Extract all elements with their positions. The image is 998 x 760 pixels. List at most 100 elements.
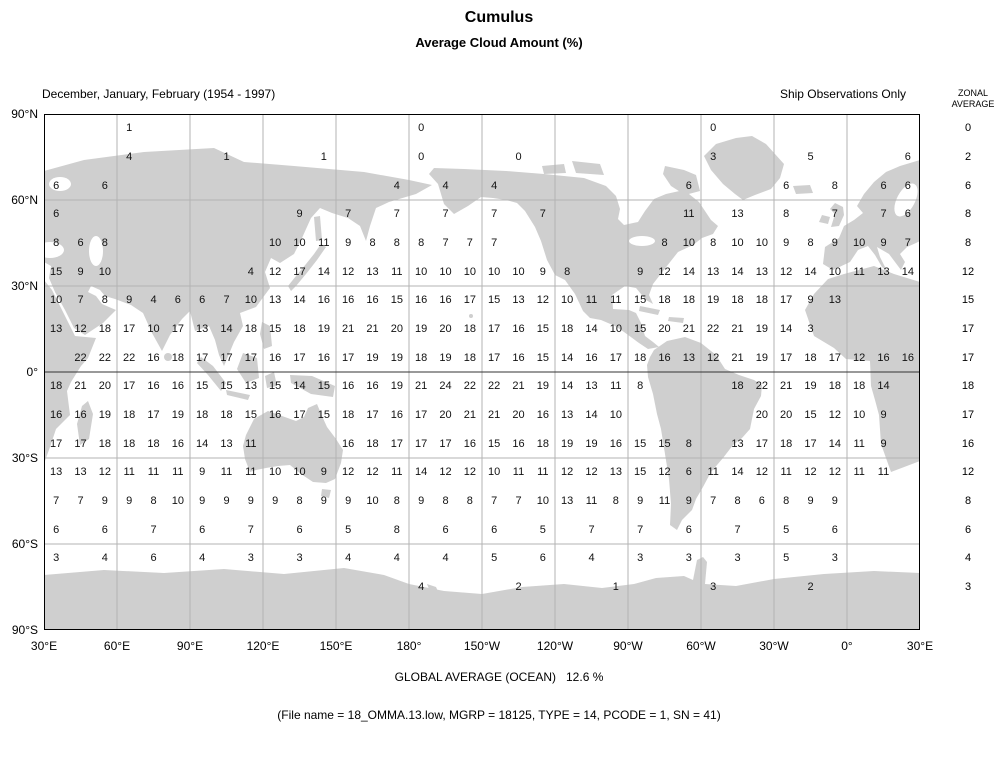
grid-cell-value: 6 [758, 495, 765, 507]
grid-cell-value: 1 [612, 581, 619, 593]
zonal-average-value: 4 [964, 552, 972, 565]
grid-cell-value: 8 [661, 237, 668, 249]
grid-cell-value: 14 [561, 351, 574, 364]
grid-cell-value: 1 [320, 151, 327, 163]
grid-cell-value: 17 [147, 409, 160, 421]
grid-cell-value: 13 [366, 265, 379, 278]
grid-cell-value: 4 [393, 552, 400, 565]
grid-cell-value: 11 [391, 466, 403, 479]
grid-cell-value: 21 [682, 323, 695, 335]
grid-cell-value: 16 [269, 351, 282, 364]
grid-cell-value: 18 [755, 294, 768, 307]
grid-cell-value: 15 [390, 294, 403, 307]
grid-cell-value: 17 [366, 409, 379, 421]
grid-cell-value: 10 [731, 237, 744, 249]
grid-cell-value: 13 [74, 466, 87, 479]
grid-cell-value: 11 [245, 466, 257, 479]
grid-cell-value: 17 [780, 294, 793, 307]
grid-cell-value: 4 [345, 552, 352, 565]
grid-cell-value: 21 [74, 380, 87, 393]
grid-cell-value: 4 [247, 265, 254, 278]
grid-cell-value: 6 [53, 208, 60, 221]
grid-cell-value: 15 [50, 265, 63, 278]
longitude-label: 120°E [246, 639, 280, 653]
grid-cell-value: 9 [831, 237, 838, 249]
grid-cell-value: 20 [98, 380, 111, 393]
grid-cell-value: 12 [828, 409, 841, 421]
grid-cell-value: 13 [512, 294, 525, 307]
world-map [44, 114, 920, 630]
grid-cell-value: 13 [707, 265, 720, 278]
grid-cell-value: 9 [126, 294, 133, 307]
grid-cell-value: 15 [634, 466, 647, 479]
grid-cell-value: 7 [53, 495, 60, 507]
grid-cell-value: 10 [293, 466, 306, 479]
grid-cell-value: 2 [515, 581, 522, 593]
grid-cell-value: 9 [199, 466, 206, 479]
grid-cell-value: 18 [293, 323, 306, 335]
grid-cell-value: 12 [707, 351, 720, 364]
island-sumatra [197, 357, 226, 391]
longitude-label: 30°W [759, 639, 789, 653]
grid-cell-value: 4 [199, 552, 206, 565]
grid-cell-value: 10 [488, 265, 501, 278]
latitude-label: 30°N [11, 279, 38, 293]
arctic-islands-1 [572, 161, 604, 175]
grid-cell-value: 19 [755, 323, 768, 335]
zonal-average-value: 15 [961, 294, 975, 307]
grid-cell-value: 3 [710, 581, 717, 593]
grid-cell-value: 14 [196, 437, 209, 450]
grid-cell-value: 9 [637, 265, 644, 278]
grid-cell-value: 11 [318, 237, 330, 249]
grid-cell-value: 15 [269, 380, 282, 393]
grid-cell-value: 15 [634, 294, 647, 307]
grid-cell-value: 15 [488, 294, 501, 307]
grid-cell-value: 4 [126, 151, 133, 163]
grid-cell-value: 18 [50, 380, 63, 393]
island-great-britain [830, 203, 844, 227]
grid-cell-value: 14 [220, 323, 233, 335]
longitude-label: 90°W [613, 639, 643, 653]
longitude-label: 30°E [906, 639, 934, 653]
grid-cell-value: 5 [539, 523, 546, 536]
chart-title: Cumulus [464, 9, 534, 26]
lakes-great [629, 236, 655, 246]
grid-cell-value: 10 [293, 237, 306, 249]
grid-cell-value: 6 [831, 523, 838, 536]
grid-cell-value: 20 [439, 409, 452, 421]
grid-cell-value: 20 [658, 323, 671, 335]
grid-cell-value: 3 [685, 552, 692, 565]
grid-cell-value: 6 [442, 523, 449, 536]
grid-cell-value: 9 [320, 495, 327, 507]
grid-cell-value: 14 [585, 323, 598, 335]
grid-cell-value: 18 [171, 351, 184, 364]
grid-cell-value: 18 [536, 437, 549, 450]
grid-cell-value: 8 [393, 523, 400, 536]
grid-cell-value: 22 [707, 323, 720, 335]
zonal-average-value: 8 [964, 495, 972, 507]
grid-cell-value: 13 [682, 351, 695, 364]
grid-cell-value: 16 [171, 380, 184, 393]
grid-cell-value: 0 [418, 151, 425, 163]
grid-cell-value: 16 [269, 409, 282, 421]
grid-cell-value: 18 [123, 409, 136, 421]
grid-cell-value: 16 [390, 409, 403, 421]
grid-cell-value: 14 [585, 409, 598, 421]
grid-cell-value: 16 [536, 409, 549, 421]
grid-cell-value: 9 [807, 294, 814, 307]
grid-cell-value: 24 [439, 380, 452, 393]
grid-cell-value: 2 [807, 581, 814, 593]
grid-cell-value: 15 [269, 323, 282, 335]
longitude-label: 60°E [103, 639, 131, 653]
zonal-average-value: 17 [961, 323, 975, 335]
grid-cell-value: 8 [685, 437, 692, 450]
grid-cell-value: 8 [831, 179, 838, 192]
longitude-label: 180° [396, 639, 422, 653]
grid-cell-value: 13 [269, 294, 282, 307]
grid-cell-value: 10 [828, 265, 841, 278]
grid-cell-value: 4 [588, 552, 595, 565]
grid-cell-value: 18 [853, 380, 866, 393]
grid-cell-value: 20 [390, 323, 403, 335]
grid-cell-value: 19 [536, 380, 549, 393]
longitude-label: 150°W [463, 639, 501, 653]
